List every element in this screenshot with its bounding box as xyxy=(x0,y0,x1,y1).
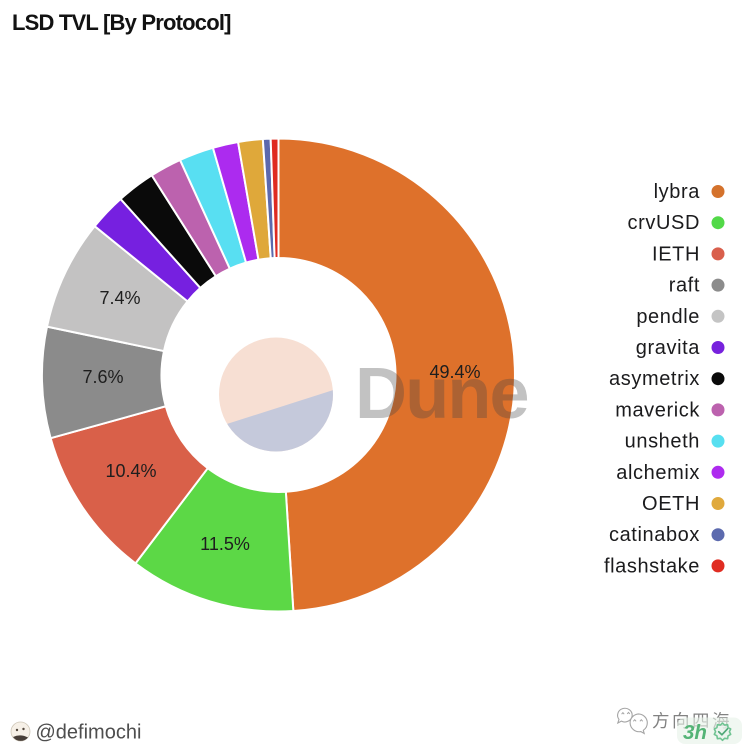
svg-text:alchemix: alchemix xyxy=(616,462,700,484)
svg-text:catinabox: catinabox xyxy=(609,524,700,546)
svg-text:lybra: lybra xyxy=(654,181,701,203)
svg-text:3h: 3h xyxy=(683,721,707,744)
svg-text:10.4%: 10.4% xyxy=(105,461,156,481)
svg-text:pendle: pendle xyxy=(636,306,700,328)
svg-text:7.4%: 7.4% xyxy=(99,288,140,308)
svg-text:maverick: maverick xyxy=(615,399,700,421)
svg-text:49.4%: 49.4% xyxy=(429,362,480,382)
svg-text:Dune: Dune xyxy=(355,354,528,434)
svg-text:raft: raft xyxy=(669,275,700,297)
svg-text:11.5%: 11.5% xyxy=(200,534,250,554)
svg-text:unsheth: unsheth xyxy=(625,431,700,453)
svg-text:crvUSD: crvUSD xyxy=(628,212,701,234)
svg-text:OETH: OETH xyxy=(642,493,700,515)
svg-text:7.6%: 7.6% xyxy=(82,367,123,387)
svg-text:flashstake: flashstake xyxy=(604,555,700,577)
svg-text:asymetrix: asymetrix xyxy=(609,368,700,390)
svg-text:gravita: gravita xyxy=(636,337,701,359)
svg-text:@defimochi: @defimochi xyxy=(36,722,142,744)
svg-text:IETH: IETH xyxy=(652,243,700,265)
